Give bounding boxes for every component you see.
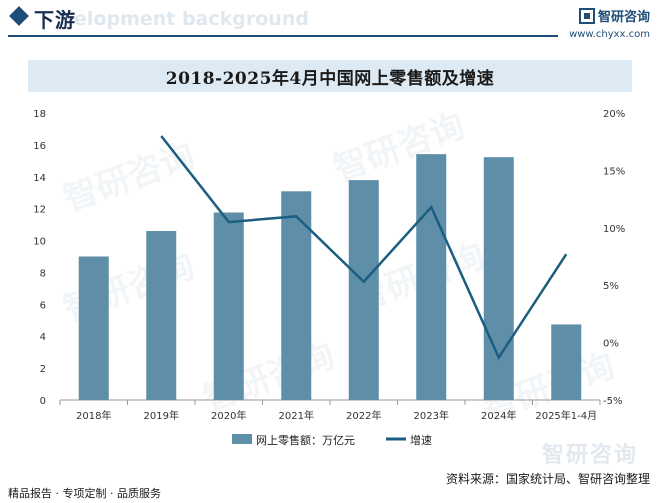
brand-logo-icon: [578, 7, 595, 24]
brand-name: 智研咨询: [597, 10, 650, 25]
y-right-tick-label: 5%: [603, 281, 619, 292]
y-left-tick-label: 8: [40, 268, 46, 279]
chart-title: 2018-2025年4月中国网上零售额及增速: [165, 68, 495, 89]
y-right-tick-label: 0%: [603, 339, 619, 350]
y-right-tick-label: 20%: [603, 109, 625, 120]
bar: [551, 324, 582, 400]
section-title: 下游: [34, 8, 76, 32]
y-right-tick-label: 15%: [603, 166, 625, 177]
x-tick-label: 2020年: [211, 409, 246, 422]
bar: [281, 191, 312, 400]
x-tick-label: 2025年1-4月: [535, 409, 597, 422]
y-left-tick-label: 14: [33, 173, 46, 184]
y-left-tick-label: 0: [40, 396, 46, 407]
brand: 智研咨询 www.chyxx.com: [550, 5, 650, 40]
x-tick-label: 2022年: [346, 409, 381, 422]
y-left-tick-label: 12: [33, 205, 46, 216]
y-left-tick-label: 2: [40, 364, 46, 375]
y-left-tick-label: 16: [33, 141, 46, 152]
bar: [483, 157, 514, 400]
brand-url: www.chyxx.com: [569, 29, 650, 40]
x-tick-label: 2018年: [76, 409, 111, 422]
bar: [78, 256, 109, 400]
x-tick-label: 2023年: [414, 409, 449, 422]
y-left-tick-label: 18: [33, 109, 46, 120]
y-left-tick-label: 4: [40, 332, 46, 343]
footer-tagline: 精品报告 · 专项定制 · 品质服务: [8, 487, 161, 500]
x-tick-label: 2024年: [481, 409, 516, 422]
legend-line-label: 增速: [410, 433, 432, 447]
y-right-tick-label: -5%: [603, 396, 622, 407]
source-note: 资料来源：国家统计局、智研咨询整理: [445, 472, 650, 486]
legend-bar-label: 网上零售额：万亿元: [256, 433, 355, 447]
header-ghost-text: elopment background: [74, 8, 309, 30]
legend-bar-swatch: [232, 434, 252, 444]
chart-title-bar: 2018-2025年4月中国网上零售额及增速: [28, 60, 632, 92]
header-rule: [8, 35, 558, 37]
bar: [416, 154, 447, 400]
bar: [213, 212, 244, 400]
footer-brand-watermark: 智研咨询: [541, 443, 638, 468]
x-tick-label: 2021年: [279, 409, 314, 422]
x-tick-label: 2019年: [144, 409, 179, 422]
y-right-tick-label: 10%: [603, 224, 625, 235]
y-left-tick-label: 6: [40, 300, 46, 311]
bar: [348, 180, 379, 400]
y-left-tick-label: 10: [33, 237, 46, 248]
bar: [146, 230, 177, 400]
